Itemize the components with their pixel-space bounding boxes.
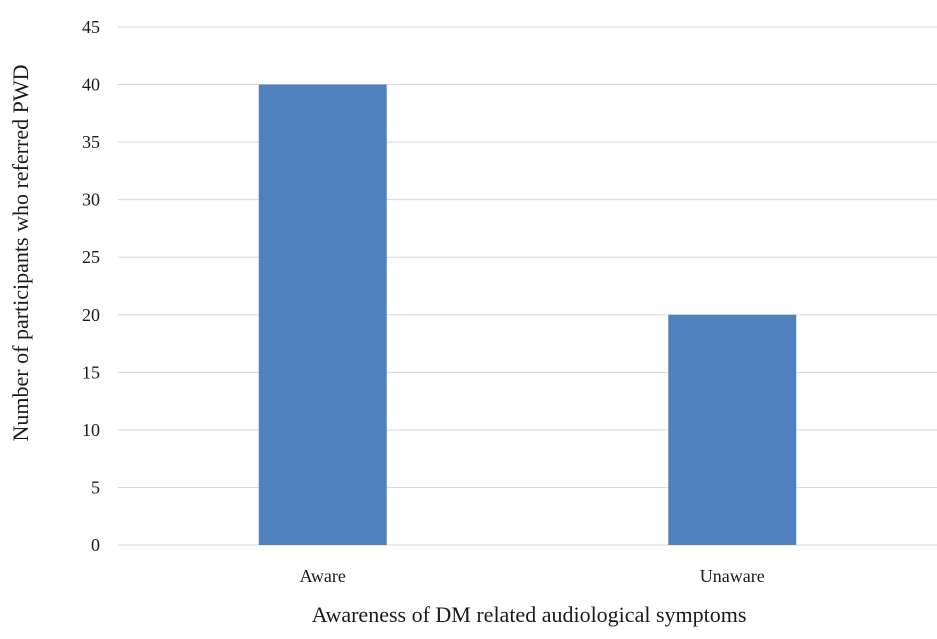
y-axis-ticks: 0 5 10 15 20 25 30 35 40 45: [82, 17, 100, 555]
bar-unaware: [668, 314, 797, 545]
gridlines: [118, 26, 937, 546]
x-tick-label: Unaware: [700, 566, 765, 586]
y-tick-label: 30: [82, 190, 100, 210]
y-tick-label: 20: [82, 305, 100, 325]
y-tick-label: 5: [91, 477, 100, 497]
y-tick-label: 40: [82, 75, 100, 95]
y-tick-label: 10: [82, 420, 100, 440]
x-axis-title: Awareness of DM related audiological sym…: [312, 602, 747, 627]
bars: [258, 84, 797, 546]
y-tick-label: 25: [82, 247, 100, 267]
y-axis-title: Number of participants who referred PWD: [8, 65, 33, 442]
x-axis-ticks: Aware Unaware: [300, 566, 765, 586]
y-tick-label: 15: [82, 362, 100, 382]
y-tick-label: 45: [82, 17, 100, 37]
y-tick-label: 0: [91, 535, 100, 555]
y-tick-label: 35: [82, 132, 100, 152]
bar-aware: [258, 84, 387, 546]
x-tick-label: Aware: [300, 566, 346, 586]
